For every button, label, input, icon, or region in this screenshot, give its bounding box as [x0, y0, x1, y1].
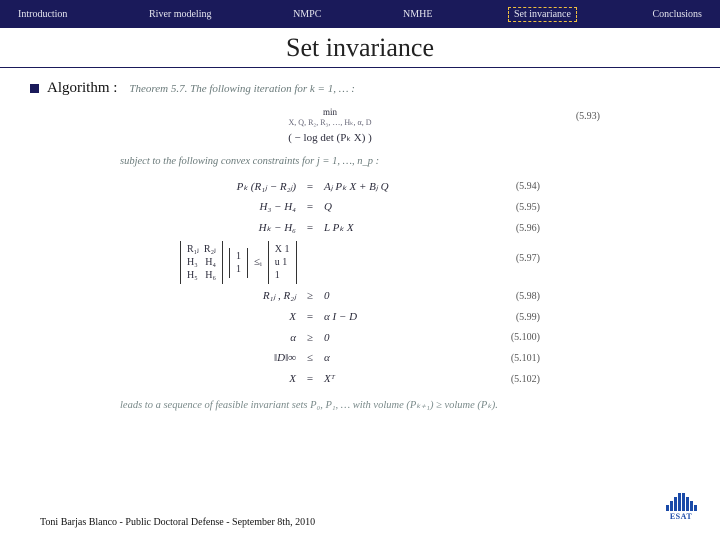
t1-op: ≥	[300, 288, 320, 306]
matrix-op: ≤ᵢ	[254, 254, 262, 272]
math-block: min X, Q, R₂, R₃, …, Hₖ, α, D ( − log de…	[120, 105, 702, 415]
t3-num: (5.100)	[480, 330, 540, 346]
obj-body: ( − log det (Pₖ X) )	[288, 130, 372, 148]
conclusion-text: leads to a sequence of feasible invarian…	[120, 398, 560, 415]
t3-rhs: 0	[320, 330, 480, 348]
eq1-rhs: Aⱼ Pₖ X + Bⱼ Q	[320, 179, 480, 197]
t5-num: (5.102)	[480, 372, 540, 388]
eq2-rhs: Q	[320, 199, 480, 217]
t3-op: ≥	[300, 330, 320, 348]
matrix-A: R₁ⱼ R₂ⱼ H₃ H₄ H₅ H₆	[180, 241, 223, 284]
bullet-row: Algorithm : Theorem 5.7. The following i…	[30, 80, 702, 97]
algorithm-label: Algorithm :	[47, 80, 117, 97]
theorem-text: Theorem 5.7. The following iteration for…	[129, 83, 354, 95]
equations-top: Pₖ (R₁ⱼ − R₂ⱼ) = Aⱼ Pₖ X + Bⱼ Q (5.94) H…	[120, 179, 702, 238]
footer: Toni Barjas Blanco - Public Doctoral Def…	[40, 517, 315, 528]
obj-over: X, Q, R₂, R₃, …, Hₖ, α, D	[120, 117, 540, 130]
matrix-num: (5.97)	[516, 251, 540, 267]
eq3-op: =	[300, 220, 320, 238]
matrix-inequality: R₁ⱼ R₂ⱼ H₃ H₄ H₅ H₆ 1 1 ≤ᵢ X 1 u 1 1 (5.…	[180, 241, 540, 284]
eq1-num: (5.94)	[480, 179, 540, 195]
t1-num: (5.98)	[480, 289, 540, 305]
nav-conclusions[interactable]: Conclusions	[646, 7, 707, 22]
t2-op: =	[300, 309, 320, 327]
logo-text: ESAT	[670, 512, 692, 521]
eq1-op: =	[300, 179, 320, 197]
nav-bar: Introduction River modeling NMPC NMHE Se…	[0, 0, 720, 28]
t4-rhs: α	[320, 350, 480, 368]
t1-rhs: 0	[320, 288, 480, 306]
nav-nmpc[interactable]: NMPC	[287, 7, 327, 22]
esat-logo: ESAT	[658, 488, 704, 524]
eq3-num: (5.96)	[480, 221, 540, 237]
nav-river-modeling[interactable]: River modeling	[143, 7, 218, 22]
eq3-lhs: Hₖ − H₆	[120, 220, 300, 238]
t2-lhs: X	[120, 309, 300, 327]
matrix-v: 1 1	[229, 248, 248, 278]
t2-rhs: α I − D	[320, 309, 480, 327]
eq2-num: (5.95)	[480, 200, 540, 216]
bullet-icon	[30, 84, 39, 93]
nav-introduction[interactable]: Introduction	[12, 7, 73, 22]
eq3-rhs: L Pₖ X	[320, 220, 480, 238]
t2-num: (5.99)	[480, 310, 540, 326]
matrix-B: X 1 u 1 1	[268, 241, 297, 284]
slide-title: Set invariance	[0, 28, 720, 68]
subject-to: subject to the following convex constrai…	[120, 154, 702, 171]
equations-tail: R₁ⱼ , R₂ⱼ ≥ 0 (5.98) X = α I − D (5.99) …	[120, 288, 702, 388]
t5-lhs: X	[120, 371, 300, 389]
logo-bars-icon	[666, 491, 697, 511]
objective: min X, Q, R₂, R₃, …, Hₖ, α, D ( − log de…	[120, 105, 540, 148]
t4-num: (5.101)	[480, 351, 540, 367]
obj-num: (5.93)	[576, 109, 600, 125]
eq1-lhs: Pₖ (R₁ⱼ − R₂ⱼ)	[120, 179, 300, 197]
t1-lhs: R₁ⱼ , R₂ⱼ	[120, 288, 300, 306]
t4-op: ≤	[300, 350, 320, 368]
t3-lhs: α	[120, 330, 300, 348]
eq2-op: =	[300, 199, 320, 217]
t4-lhs: ‖D‖∞	[120, 350, 300, 368]
nav-set-invariance[interactable]: Set invariance	[508, 7, 577, 22]
eq2-lhs: H₃ − H₄	[120, 199, 300, 217]
t5-rhs: Xᵀ	[320, 371, 480, 389]
t5-op: =	[300, 371, 320, 389]
slide-content: Algorithm : Theorem 5.7. The following i…	[0, 68, 720, 415]
nav-nmhe[interactable]: NMHE	[397, 7, 438, 22]
